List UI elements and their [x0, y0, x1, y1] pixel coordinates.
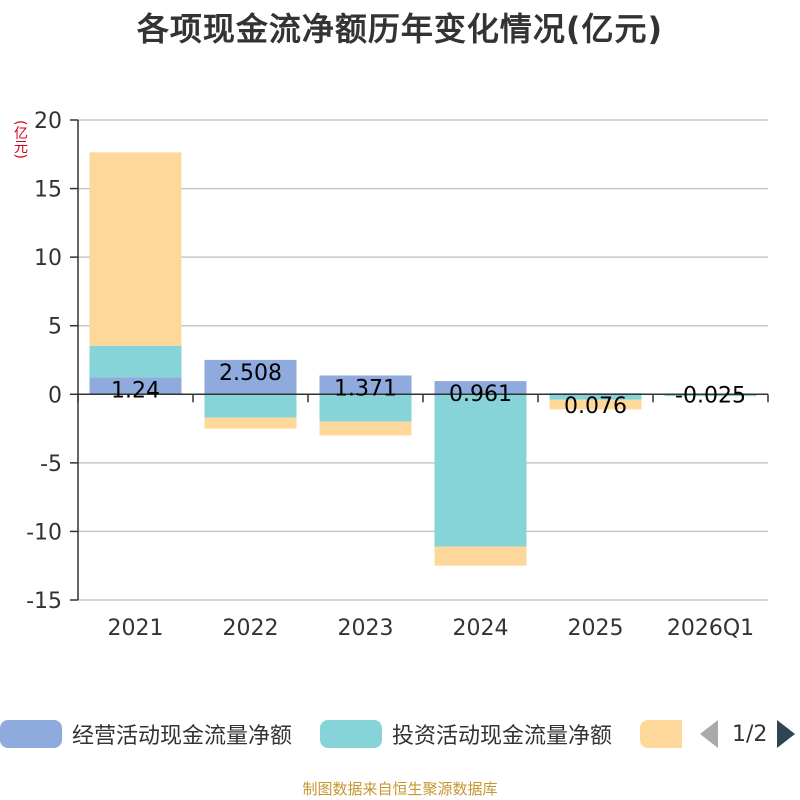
data-label-2022: 2.508	[219, 361, 282, 386]
data-label-2026Q1: -0.025	[675, 383, 746, 408]
y-tick-label: -5	[40, 452, 62, 477]
x-tick-label: 2022	[223, 616, 279, 641]
data-labels: 1.24 2.508 1.371 0.961 0.076 -0.025	[111, 361, 746, 419]
y-tick-label: -15	[26, 589, 62, 614]
legend-item-operating[interactable]: 经营活动现金流量净额	[0, 716, 292, 752]
axes: 20 15 10 5 0 -5 -10 -15 2021 2022 2023 2024 2025 2026…	[26, 109, 769, 641]
legend-item-financing[interactable]	[640, 716, 682, 752]
x-tick-label: 2026Q1	[667, 616, 754, 641]
chart-title: 各项现金流净额历年变化情况(亿元)	[136, 10, 664, 48]
legend-page-indicator: 1/2	[732, 721, 768, 747]
bar-2022-s2	[204, 417, 297, 429]
legend-next-icon[interactable]	[777, 720, 796, 748]
bar-2021-s1	[89, 345, 182, 378]
bar-2023-s0	[319, 375, 412, 395]
y-tick-label: 0	[48, 383, 62, 408]
y-tick-label: -10	[26, 520, 62, 545]
bar-2025-s1	[549, 394, 642, 400]
bar-2025-s2	[549, 399, 642, 410]
legend-pager: 1/2	[700, 716, 796, 752]
legend-item-investing[interactable]: 投资活动现金流量净额	[320, 716, 612, 752]
x-tick-label: 2023	[338, 616, 394, 641]
legend-label-investing: 投资活动现金流量净额	[392, 724, 613, 749]
y-tick-label: 5	[48, 315, 62, 340]
x-tick-label: 2024	[453, 616, 509, 641]
legend-prev-icon[interactable]	[700, 720, 718, 748]
grid-lines	[78, 119, 768, 601]
x-tick-label: 2021	[108, 616, 164, 641]
y-axis-unit-label: (亿元)	[12, 120, 28, 159]
source-footer: 制图数据来自恒生聚源数据库	[302, 780, 498, 798]
bar-2023-s1	[319, 394, 412, 422]
bar-2026Q1-s1	[664, 394, 757, 397]
legend-swatch-operating	[0, 720, 62, 748]
y-tick-label: 15	[34, 178, 62, 203]
data-label-2025: 0.076	[564, 394, 627, 419]
bar-series	[89, 152, 757, 566]
bar-2021-s0	[89, 377, 182, 395]
bar-2024-s2	[434, 546, 527, 566]
y-tick-label: 20	[34, 109, 62, 134]
legend-swatch-financing	[640, 720, 682, 748]
bar-2024-s1	[434, 394, 527, 547]
bar-2024-s0	[434, 381, 527, 395]
bar-2021-s2	[89, 152, 182, 346]
bar-2023-s2	[319, 421, 412, 436]
data-label-2021: 1.24	[111, 378, 160, 403]
legend-label-operating: 经营活动现金流量净额	[72, 724, 293, 749]
y-tick-label: 10	[34, 246, 62, 271]
x-tick-label: 2025	[568, 616, 624, 641]
data-label-2024: 0.961	[449, 382, 512, 407]
bar-2022-s1	[204, 394, 297, 418]
legend-swatch-investing	[320, 720, 382, 748]
data-label-2023: 1.371	[334, 376, 397, 401]
legend: 经营活动现金流量净额 投资活动现金流量净额 1/2	[0, 716, 800, 756]
bar-2022-s0	[204, 359, 297, 395]
